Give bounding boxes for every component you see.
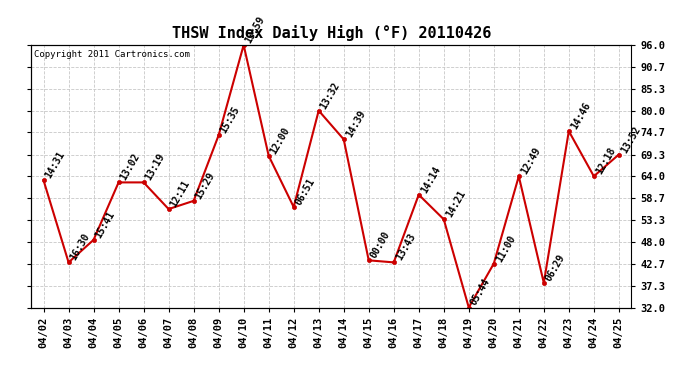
Text: 13:19: 13:19 [144, 152, 167, 182]
Text: 11:00: 11:00 [494, 233, 517, 264]
Text: 16:30: 16:30 [68, 232, 92, 262]
Text: 12:11: 12:11 [168, 178, 192, 209]
Text: 12:18: 12:18 [594, 146, 617, 176]
Text: 13:59: 13:59 [244, 15, 267, 45]
Text: 15:35: 15:35 [219, 105, 242, 135]
Text: 14:46: 14:46 [569, 101, 592, 131]
Text: 05:44: 05:44 [469, 277, 492, 308]
Text: 06:29: 06:29 [544, 252, 567, 283]
Title: THSW Index Daily High (°F) 20110426: THSW Index Daily High (°F) 20110426 [172, 25, 491, 41]
Text: 13:43: 13:43 [394, 232, 417, 262]
Text: 12:00: 12:00 [268, 125, 292, 156]
Text: 14:31: 14:31 [43, 150, 67, 180]
Text: 15:41: 15:41 [94, 209, 117, 240]
Text: 13:32: 13:32 [319, 80, 342, 111]
Text: 14:39: 14:39 [344, 109, 367, 140]
Text: 13:52: 13:52 [619, 124, 642, 154]
Text: 15:29: 15:29 [194, 170, 217, 201]
Text: 06:51: 06:51 [294, 177, 317, 207]
Text: Copyright 2011 Cartronics.com: Copyright 2011 Cartronics.com [34, 50, 190, 59]
Text: 14:21: 14:21 [444, 189, 467, 219]
Text: 14:14: 14:14 [419, 164, 442, 195]
Text: 12:49: 12:49 [519, 146, 542, 176]
Text: 00:00: 00:00 [368, 230, 392, 260]
Text: 13:02: 13:02 [119, 152, 142, 182]
